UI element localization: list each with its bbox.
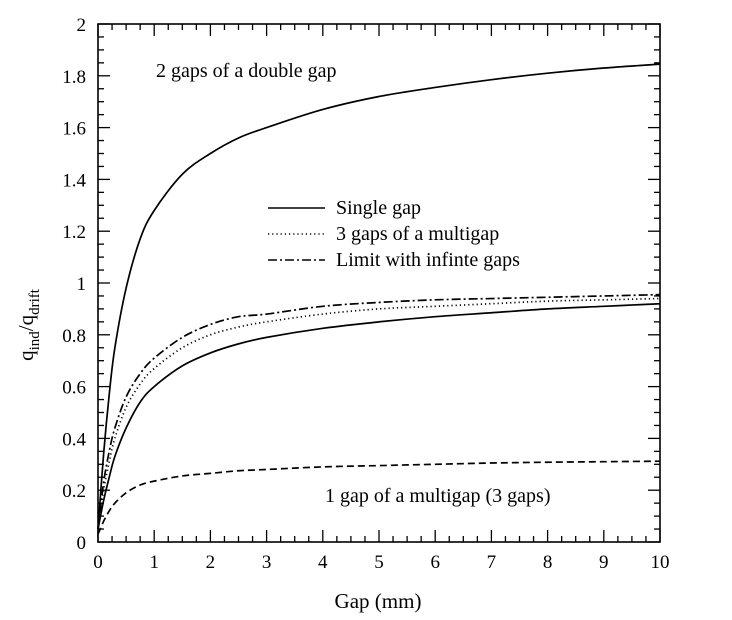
x-tick-labels: 0 1 2 3 4 5 6 7 8 9 10 xyxy=(93,552,669,573)
series-lines xyxy=(97,63,661,535)
y-tick-label: 0.4 xyxy=(62,429,86,450)
y-tick-label: 0.8 xyxy=(62,326,86,347)
x-tick-label: 9 xyxy=(599,552,609,573)
y-tick-label: 0.2 xyxy=(62,481,86,502)
y-tick-label: 1.6 xyxy=(62,119,86,140)
line-double-gap xyxy=(97,63,661,530)
x-axis-title: Gap (mm) xyxy=(335,589,422,613)
y-tick-label: 1.8 xyxy=(62,67,86,88)
y-tick-label: 1 xyxy=(77,274,87,295)
x-tick-label: 2 xyxy=(206,552,216,573)
x-tick-label: 10 xyxy=(651,552,670,573)
y-axis-title-sub1: ind xyxy=(27,331,43,351)
x-tick-label: 7 xyxy=(487,552,497,573)
annotation-double-gap: 2 gaps of a double gap xyxy=(156,60,337,82)
line-single-gap xyxy=(97,302,661,530)
x-tick-label: 1 xyxy=(149,552,159,573)
y-axis-title: qind/qdrift xyxy=(14,288,43,361)
plot-frame xyxy=(97,23,661,543)
legend-label-multigap: 3 gaps of a multigap xyxy=(336,223,499,245)
x-tick-label: 8 xyxy=(543,552,553,573)
y-axis-title-sub2: drift xyxy=(27,288,43,315)
y-tick-label: 1.4 xyxy=(62,170,86,191)
y-tick-label: 2 xyxy=(77,15,87,36)
y-tick-label: 1.2 xyxy=(62,222,86,243)
y-axis-title-main: q xyxy=(14,350,38,361)
x-tick-label: 3 xyxy=(262,552,272,573)
x-tick-label: 0 xyxy=(93,552,103,573)
axis-ticks xyxy=(97,23,661,543)
y-tick-label: 0.6 xyxy=(62,378,86,399)
x-tick-label: 5 xyxy=(374,552,384,573)
x-tick-label: 4 xyxy=(318,552,328,573)
line-multigap-one-gap xyxy=(97,460,661,535)
y-axis-title-mid: /q xyxy=(14,314,38,331)
y-tick-labels: 0 0.2 0.4 0.6 0.8 1 1.2 1.4 1.6 1.8 2 xyxy=(62,15,86,554)
annotation-multigap-single: 1 gap of a multigap (3 gaps) xyxy=(325,485,551,507)
legend: Single gap 3 gaps of a multigap Limit wi… xyxy=(268,197,520,271)
legend-label-infinite-gaps: Limit with infinte gaps xyxy=(336,249,520,271)
y-tick-label: 0 xyxy=(77,533,87,554)
legend-label-single-gap: Single gap xyxy=(336,197,421,219)
x-tick-label: 6 xyxy=(430,552,440,573)
